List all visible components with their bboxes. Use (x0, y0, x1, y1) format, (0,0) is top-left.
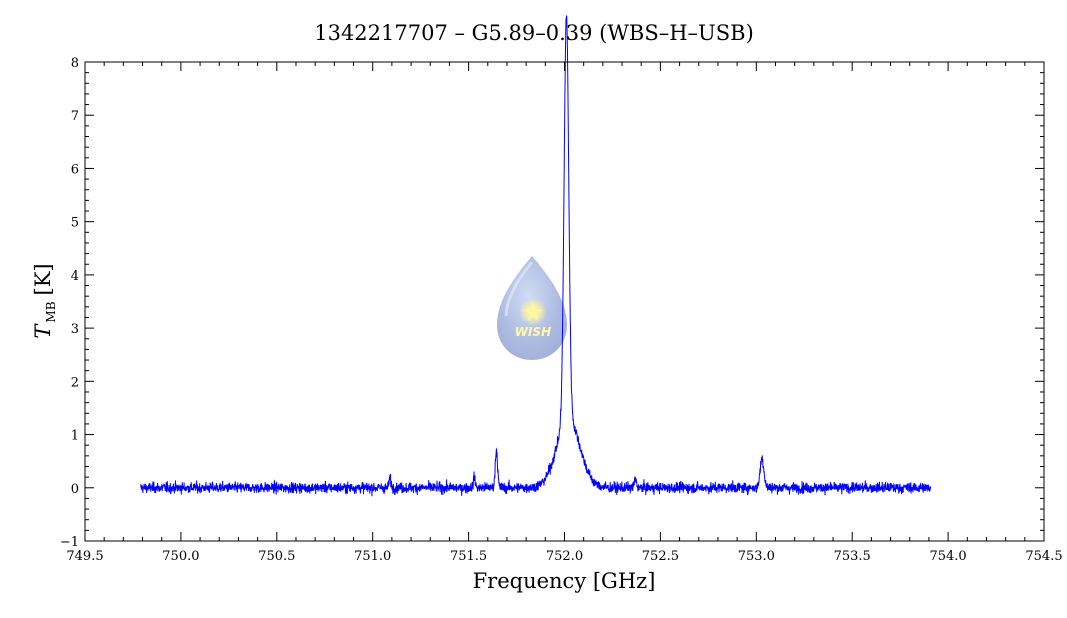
axis-ticks (84, 61, 1045, 542)
x-tick-label: 753.5 (834, 549, 871, 564)
y-tick-label: 0 (71, 482, 79, 497)
spectrum-line-layer (140, 15, 932, 497)
y-tick-label: 3 (71, 322, 79, 337)
y-tick-label: 8 (71, 56, 79, 71)
x-tick-labels: 749.5 750.0 750.5 751.0 751.5 752.0 752.5 753.0… (66, 549, 1062, 564)
x-tick-label: 751.5 (450, 549, 487, 564)
spectrum-series-line (140, 15, 932, 497)
svg-text:TMB[K]: TMB [K] (31, 263, 58, 338)
x-tick-label: 751.0 (354, 549, 391, 564)
x-tick-label: 753.0 (738, 549, 775, 564)
y-axis-label-unit: [K] (31, 263, 55, 295)
y-tick-label: 7 (71, 109, 79, 124)
x-axis-label: Frequency [GHz] (473, 569, 656, 593)
y-tick-labels: −1 0 1 2 3 4 5 6 7 8 (60, 56, 79, 550)
star-icon (523, 302, 543, 321)
y-tick-label: 6 (71, 162, 79, 177)
x-tick-label: 750.5 (258, 549, 295, 564)
y-axis-label-symbol: T (31, 323, 55, 339)
y-axis-label: TMB [K] (31, 263, 58, 338)
y-tick-label: 2 (71, 375, 79, 390)
x-tick-label: 752.5 (642, 549, 679, 564)
x-tick-label: 749.5 (66, 549, 103, 564)
logo-text: WISH (515, 325, 551, 339)
x-tick-label: 752.0 (546, 549, 583, 564)
y-axis-label-subscript: MB (44, 301, 58, 322)
y-tick-label: −1 (60, 535, 79, 550)
y-tick-label: 5 (71, 216, 79, 231)
y-tick-label: 1 (71, 429, 79, 444)
x-tick-label: 754.5 (1025, 549, 1062, 564)
x-tick-label: 754.0 (929, 549, 966, 564)
wish-logo: WISH (497, 256, 567, 360)
x-tick-label: 750.0 (162, 549, 199, 564)
y-tick-label: 4 (71, 269, 79, 284)
chart-title: 1342217707 – G5.89–0.39 (WBS–H–USB) (314, 21, 754, 45)
